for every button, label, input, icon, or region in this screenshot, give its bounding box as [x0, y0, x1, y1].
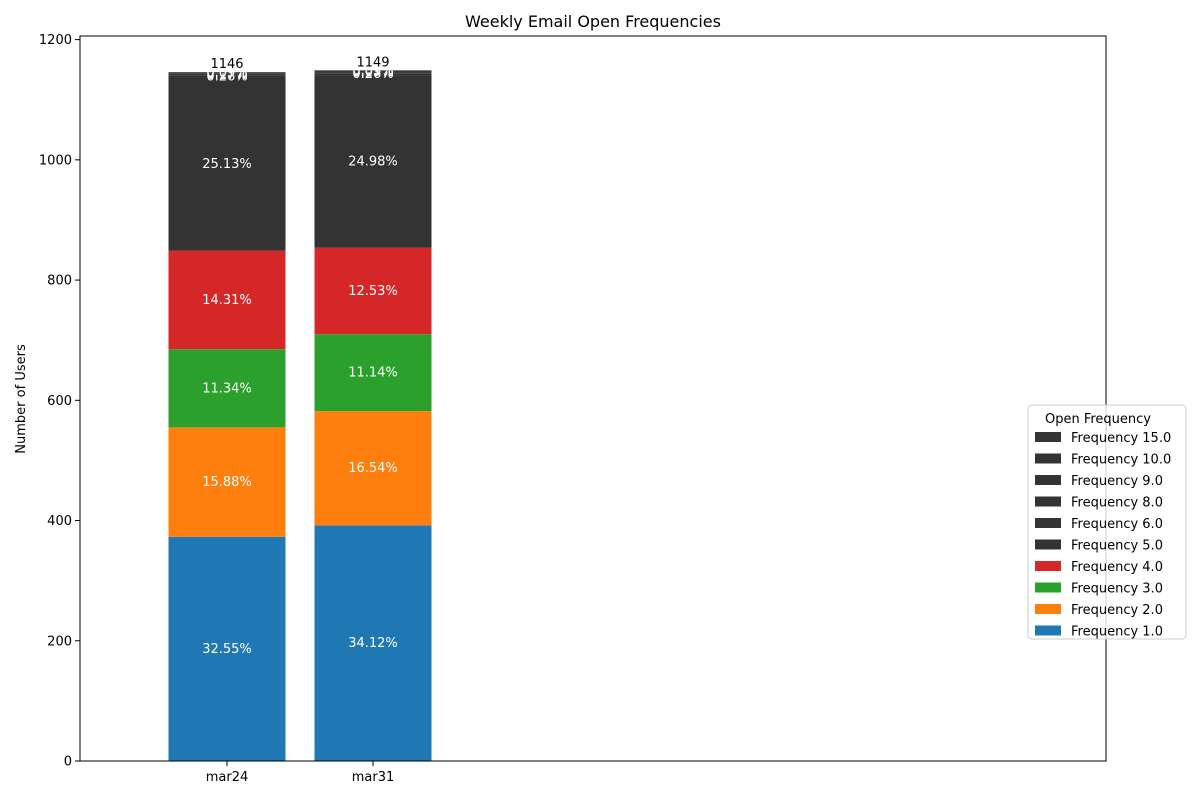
bar-segment [168, 349, 286, 428]
y-tick-label: 400 [47, 514, 72, 529]
bar-segment [314, 72, 432, 74]
legend-swatch [1035, 496, 1061, 507]
segment-label: 0.17% [206, 67, 247, 82]
segment-label: 0.09% [206, 65, 247, 80]
segment-label: 0.09% [206, 66, 247, 81]
x-tick-label: mar31 [352, 770, 395, 785]
legend-title: Open Frequency [1045, 412, 1151, 427]
legend-swatch [1035, 561, 1061, 571]
segment-label: 24.98% [348, 154, 398, 169]
segment-label: 0.09% [352, 65, 393, 80]
bar-segment [314, 75, 432, 248]
segment-label: 11.34% [202, 381, 252, 396]
legend-entry-label: Frequency 9.0 [1071, 474, 1163, 489]
segment-label: 14.31% [202, 293, 252, 308]
legend-swatch [1035, 475, 1061, 485]
y-tick-label: 200 [47, 634, 72, 649]
y-axis-label: Number of Users [14, 344, 29, 454]
bar-segment [314, 70, 432, 71]
segment-label: 11.14% [348, 366, 398, 381]
segment-label: 32.55% [202, 642, 252, 657]
segment-label: 0.17% [352, 66, 393, 81]
segment-label: 0.09% [352, 64, 393, 79]
legend-entry-label: Frequency 4.0 [1071, 560, 1163, 575]
plot-area: 32.55%15.88%11.34%14.31%25.13%0.26%0.17%… [39, 33, 1107, 785]
legend-swatch [1035, 453, 1061, 464]
legend-entry-label: Frequency 3.0 [1071, 582, 1163, 597]
segment-label: 15.88% [202, 475, 252, 490]
y-tick-label: 0 [64, 755, 72, 770]
legend-swatch [1035, 582, 1061, 593]
legend-entry-label: Frequency 15.0 [1071, 431, 1171, 446]
bar-segment [168, 250, 286, 350]
legend-entry-label: Frequency 1.0 [1071, 625, 1163, 640]
bar-segment [168, 75, 286, 78]
y-tick-label: 1000 [39, 153, 72, 168]
bar-segment [168, 427, 286, 537]
y-tick-label: 800 [47, 274, 72, 289]
bar-total-label: 1146 [210, 57, 243, 72]
bar-segment [168, 72, 286, 74]
legend-box [1027, 404, 1187, 640]
bar-segment [168, 74, 286, 76]
y-tick-label: 1200 [39, 33, 72, 48]
segment-label: 12.53% [348, 284, 398, 299]
y-tick-label: 600 [47, 394, 72, 409]
segment-label: 0.17% [206, 68, 247, 83]
x-tick-label: mar24 [206, 770, 249, 785]
bar-segment [168, 72, 286, 73]
bar-segment [314, 73, 432, 76]
segment-label: 16.54% [348, 461, 398, 476]
bar-segment [168, 77, 286, 251]
legend-entry-label: Frequency 10.0 [1071, 453, 1171, 468]
segment-label: 0.09% [352, 64, 393, 79]
bar-segment [314, 71, 432, 73]
legend-swatch [1035, 518, 1061, 528]
bar-segment [314, 334, 432, 412]
bar-segment [314, 525, 432, 761]
legend-swatch [1035, 432, 1061, 442]
segment-label: 25.13% [202, 157, 252, 172]
legend-entry-label: Frequency 2.0 [1071, 603, 1163, 618]
legend-entry-label: Frequency 5.0 [1071, 539, 1163, 554]
axes-frame [79, 35, 1107, 762]
chart-title: Weekly Email Open Frequencies [465, 12, 721, 31]
bar-segment [314, 411, 432, 526]
legend: Open Frequency Frequency 15.0 Frequency 1… [1027, 404, 1187, 640]
legend-swatch [1035, 539, 1061, 550]
segment-label: 34.12% [348, 636, 398, 651]
bar-segment [168, 536, 286, 761]
legend-entry-label: Frequency 8.0 [1071, 496, 1163, 511]
bar-segment [168, 73, 286, 75]
legend-entry-label: Frequency 6.0 [1071, 517, 1163, 532]
legend-swatch [1035, 604, 1061, 614]
bar-segment [314, 70, 432, 72]
bar-total-label: 1149 [356, 55, 389, 70]
legend-swatch [1035, 625, 1061, 636]
bar-segment [314, 247, 432, 335]
